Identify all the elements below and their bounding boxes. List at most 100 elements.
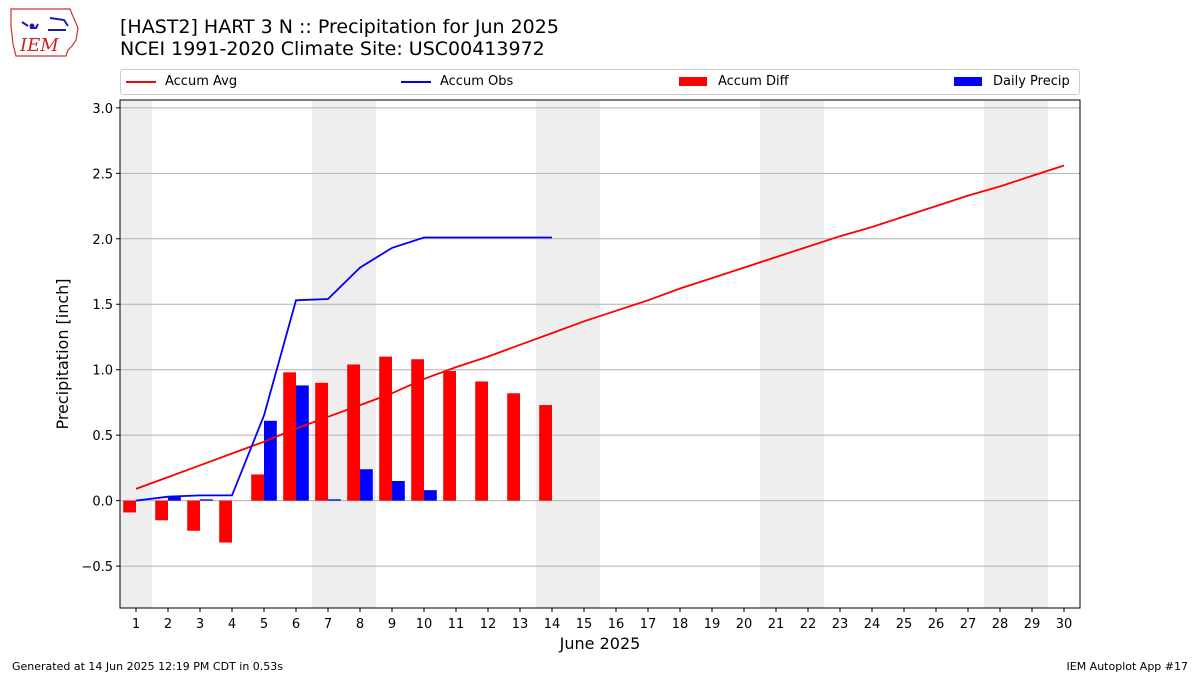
bars <box>123 356 552 543</box>
svg-text:IEM: IEM <box>19 35 59 56</box>
x-tick-label: 29 <box>1024 617 1041 632</box>
bar-accum-diff <box>187 500 200 531</box>
y-tick-label: 0.5 <box>92 429 113 444</box>
legend-swatch <box>401 80 431 83</box>
y-tick-label: 2.5 <box>92 167 113 182</box>
weekend-band <box>984 100 1016 608</box>
footer-app: IEM Autoplot App #17 <box>1066 660 1189 673</box>
x-tick-label: 30 <box>1056 617 1073 632</box>
iem-logo: IEM <box>8 6 80 60</box>
x-tick-label: 1 <box>132 617 140 632</box>
title-line-1: [HAST2] HART 3 N :: Precipitation for Ju… <box>120 16 559 38</box>
x-tick-label: 28 <box>992 617 1009 632</box>
legend-label: Accum Diff <box>718 74 789 89</box>
x-tick-label: 24 <box>864 617 881 632</box>
bar-daily-precip <box>296 385 309 501</box>
legend-swatch <box>679 77 707 86</box>
bar-accum-diff <box>155 500 168 521</box>
bar-accum-diff <box>539 405 552 501</box>
y-axis-label: Precipitation [inch] <box>53 278 72 429</box>
weekend-band <box>344 100 376 608</box>
bar-accum-diff <box>507 393 520 501</box>
x-tick-label: 10 <box>416 617 433 632</box>
bar-accum-diff <box>283 372 296 501</box>
legend-label: Accum Avg <box>165 74 238 89</box>
x-tick-label: 16 <box>608 617 625 632</box>
bar-daily-precip <box>424 490 437 501</box>
bar-accum-diff <box>411 359 424 501</box>
bar-accum-diff <box>379 356 392 501</box>
chart-legend: Accum Avg Accum Obs Accum Diff Daily Pre… <box>120 69 1080 95</box>
bar-daily-precip <box>392 481 405 501</box>
y-tick-label: 2.0 <box>92 233 113 248</box>
weekend-band <box>792 100 824 608</box>
x-tick-label: 5 <box>260 617 268 632</box>
x-tick-label: 9 <box>388 617 396 632</box>
x-tick-label: 20 <box>736 617 753 632</box>
y-tick-label: −0.5 <box>81 560 113 575</box>
x-tick-label: 18 <box>672 617 689 632</box>
bar-accum-diff <box>347 364 360 501</box>
y-tick-label: 0.0 <box>92 495 113 510</box>
x-tick-label: 25 <box>896 617 913 632</box>
legend-item-accum-obs: Accum Obs <box>401 74 513 89</box>
line-accum-avg <box>135 164 1065 490</box>
bar-daily-precip <box>264 420 277 501</box>
line-accum-obs <box>135 236 552 502</box>
x-tick-label: 14 <box>544 617 561 632</box>
y-tick-label: 1.5 <box>92 298 113 313</box>
x-tick-label: 11 <box>448 617 465 632</box>
x-tick-label: 12 <box>480 617 497 632</box>
x-axis-label: June 2025 <box>559 634 641 653</box>
weekend-band <box>120 100 152 608</box>
bar-accum-diff <box>443 371 456 501</box>
x-tick-label: 13 <box>512 617 529 632</box>
bar-accum-diff <box>123 500 136 513</box>
weekend-band <box>760 100 792 608</box>
x-tick-label: 22 <box>800 617 817 632</box>
footer-generated: Generated at 14 Jun 2025 12:19 PM CDT in… <box>12 660 284 673</box>
bar-daily-precip <box>168 496 181 501</box>
plot-frame <box>119 99 1081 609</box>
bar-daily-precip <box>328 499 341 501</box>
legend-item-daily-precip: Daily Precip <box>954 74 1070 89</box>
x-tick-label: 26 <box>928 617 945 632</box>
chart-title: [HAST2] HART 3 N :: Precipitation for Ju… <box>120 16 559 60</box>
weekend-band <box>536 100 568 608</box>
x-tick-label: 15 <box>576 617 593 632</box>
x-tick-label: 23 <box>832 617 849 632</box>
x-tick-label: 21 <box>768 617 785 632</box>
bar-accum-diff <box>251 474 264 501</box>
legend-swatch <box>954 77 982 86</box>
legend-label: Accum Obs <box>440 74 514 89</box>
weekend-band <box>312 100 344 608</box>
legend-label: Daily Precip <box>993 74 1070 89</box>
x-tick-label: 27 <box>960 617 977 632</box>
y-tick-label: 1.0 <box>92 364 113 379</box>
x-tick-label: 6 <box>292 617 300 632</box>
weekend-shading <box>120 100 1048 608</box>
x-tick-label: 19 <box>704 617 721 632</box>
bar-accum-diff <box>315 382 328 501</box>
title-line-2: NCEI 1991-2020 Climate Site: USC00413972 <box>120 38 545 60</box>
bar-accum-diff <box>219 500 232 543</box>
bar-accum-diff <box>475 381 488 501</box>
weekend-band <box>1016 100 1048 608</box>
legend-swatch <box>126 80 156 83</box>
legend-item-accum-avg: Accum Avg <box>126 74 237 89</box>
x-tick-label: 4 <box>228 617 236 632</box>
lines <box>135 164 1065 502</box>
y-ticks: −0.5 0.0 0.5 1.0 1.5 2.0 2.5 3.0 <box>81 102 120 575</box>
x-ticks: 1 2 3 4 5 6 7 8 9 10 11 12 13 14 15 16 17 18 19 20 21 22 23 24 2… <box>132 608 1072 632</box>
x-tick-label: 7 <box>324 617 332 632</box>
x-tick-label: 3 <box>196 617 204 632</box>
bar-daily-precip <box>200 499 213 501</box>
bar-daily-precip <box>360 469 373 501</box>
x-tick-label: 17 <box>640 617 657 632</box>
legend-item-accum-diff: Accum Diff <box>679 74 789 89</box>
x-tick-label: 2 <box>164 617 172 632</box>
x-tick-label: 8 <box>356 617 364 632</box>
y-tick-label: 3.0 <box>92 102 113 117</box>
weekend-band <box>568 100 600 608</box>
